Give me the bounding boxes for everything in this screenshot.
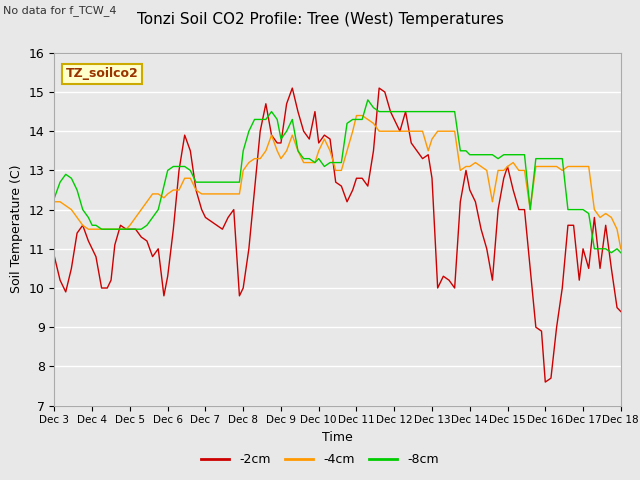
Y-axis label: Soil Temperature (C): Soil Temperature (C) bbox=[10, 165, 23, 293]
Text: TZ_soilco2: TZ_soilco2 bbox=[66, 68, 138, 81]
Text: Tonzi Soil CO2 Profile: Tree (West) Temperatures: Tonzi Soil CO2 Profile: Tree (West) Temp… bbox=[136, 12, 504, 27]
Text: No data for f_TCW_4: No data for f_TCW_4 bbox=[3, 5, 116, 16]
Legend: -2cm, -4cm, -8cm: -2cm, -4cm, -8cm bbox=[196, 448, 444, 471]
X-axis label: Time: Time bbox=[322, 431, 353, 444]
